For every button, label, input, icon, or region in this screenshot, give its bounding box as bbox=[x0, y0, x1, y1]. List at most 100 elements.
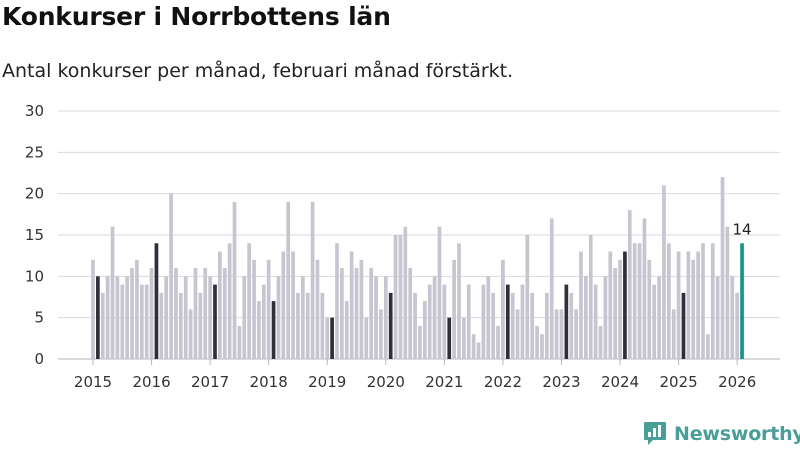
x-tick-label: 2021 bbox=[425, 373, 463, 391]
bar-2021-12 bbox=[496, 325, 500, 359]
bar-2025-08 bbox=[710, 243, 715, 359]
bar-2022-05 bbox=[520, 284, 525, 359]
bar-2016-10 bbox=[193, 268, 198, 359]
bar-2025-07 bbox=[706, 334, 710, 359]
latest-value-label: 14 bbox=[732, 220, 751, 238]
bar-2016-04 bbox=[164, 276, 169, 359]
bar-2025-11 bbox=[725, 226, 730, 359]
bar-2023-07 bbox=[588, 235, 593, 359]
x-tick-label: 2017 bbox=[191, 373, 229, 391]
bar-2024-01 bbox=[618, 259, 622, 359]
bar-2017-01 bbox=[208, 276, 212, 359]
chart-subtitle: Antal konkurser per månad, februari måna… bbox=[2, 60, 514, 82]
bar-2018-06 bbox=[291, 251, 295, 359]
bar-2025-01 bbox=[676, 251, 681, 359]
bar-2015-05 bbox=[110, 226, 115, 359]
bar-2023-04 bbox=[574, 309, 578, 359]
bar-2022-02 bbox=[505, 284, 510, 359]
bar-2017-07 bbox=[237, 325, 242, 359]
bar-2021-01 bbox=[442, 284, 447, 359]
bar-2020-01 bbox=[383, 276, 388, 359]
bar-2020-11 bbox=[432, 276, 437, 359]
x-tick-label: 2015 bbox=[74, 373, 112, 391]
bar-2021-09 bbox=[481, 284, 486, 359]
bar-2018-10 bbox=[310, 201, 315, 359]
bar-2020-08 bbox=[418, 325, 422, 359]
bar-2016-06 bbox=[174, 268, 178, 359]
bar-2020-12 bbox=[437, 226, 442, 359]
y-tick-label: 25 bbox=[25, 143, 44, 161]
bar-2024-09 bbox=[657, 276, 661, 359]
bar-2024-02 bbox=[623, 251, 627, 359]
bar-2025-02 bbox=[681, 292, 686, 359]
bar-2017-06 bbox=[232, 201, 237, 359]
bar-2023-08 bbox=[593, 284, 598, 359]
bar-2015-06 bbox=[115, 276, 120, 359]
bar-2025-12 bbox=[730, 276, 735, 359]
bar-2024-07 bbox=[647, 259, 652, 359]
bar-2019-01 bbox=[325, 317, 330, 359]
bar-2016-12 bbox=[203, 268, 208, 359]
bar-2020-05 bbox=[403, 226, 408, 359]
bar-2023-09 bbox=[598, 325, 603, 359]
bar-2025-09 bbox=[715, 276, 720, 359]
bar-2017-05 bbox=[227, 243, 232, 359]
bar-2024-12 bbox=[671, 309, 676, 359]
bar-2025-03 bbox=[686, 251, 691, 359]
bar-2023-12 bbox=[613, 268, 618, 359]
bar-2016-07 bbox=[178, 292, 183, 359]
bar-2020-09 bbox=[422, 301, 427, 359]
bar-2016-11 bbox=[198, 292, 203, 359]
bar-2023-06 bbox=[584, 276, 588, 359]
bar-2022-11 bbox=[549, 218, 554, 359]
y-tick-label: 20 bbox=[25, 185, 44, 203]
bar-2022-07 bbox=[530, 292, 535, 359]
bar-2019-04 bbox=[340, 268, 344, 359]
bar-2022-09 bbox=[540, 334, 544, 359]
bar-2016-08 bbox=[183, 276, 188, 359]
bar-2025-05 bbox=[696, 251, 700, 359]
bar-2018-07 bbox=[296, 292, 300, 359]
bar-2020-07 bbox=[413, 292, 417, 359]
bar-2024-06 bbox=[642, 218, 647, 359]
bar-2018-12 bbox=[320, 292, 325, 359]
bar-2018-11 bbox=[315, 259, 320, 359]
bar-2019-11 bbox=[374, 276, 378, 359]
bar-2026-02 bbox=[740, 243, 744, 359]
bar-2017-03 bbox=[218, 251, 222, 359]
y-tick-label: 10 bbox=[25, 267, 44, 285]
bar-2017-11 bbox=[257, 301, 261, 359]
bar-2018-02 bbox=[271, 301, 276, 359]
y-tick-label: 15 bbox=[25, 226, 44, 244]
bar-2019-05 bbox=[344, 301, 349, 359]
bar-2015-02 bbox=[96, 276, 100, 359]
bar-2019-03 bbox=[335, 243, 339, 359]
bar-2015-04 bbox=[105, 276, 110, 359]
bar-2015-01 bbox=[91, 259, 95, 359]
bar-2023-01 bbox=[559, 309, 564, 359]
bar-2018-01 bbox=[266, 259, 271, 359]
bar-2021-10 bbox=[486, 276, 491, 359]
bar-2022-03 bbox=[510, 292, 515, 359]
bar-2024-05 bbox=[637, 243, 642, 359]
bar-2019-02 bbox=[330, 317, 334, 359]
bar-2018-04 bbox=[281, 251, 286, 359]
x-tick-label: 2023 bbox=[542, 373, 580, 391]
bar-2021-11 bbox=[491, 292, 496, 359]
bar-2025-06 bbox=[701, 243, 705, 359]
bar-2019-12 bbox=[379, 309, 383, 359]
bar-2019-07 bbox=[354, 268, 359, 359]
bar-2025-04 bbox=[691, 259, 696, 359]
bar-2019-08 bbox=[359, 259, 364, 359]
x-tick-label: 2026 bbox=[718, 373, 756, 391]
bar-2021-04 bbox=[457, 243, 461, 359]
bar-2019-06 bbox=[349, 251, 354, 359]
bar-2015-07 bbox=[120, 284, 125, 359]
bar-2016-09 bbox=[188, 309, 193, 359]
bar-2015-03 bbox=[100, 292, 105, 359]
bar-2018-09 bbox=[305, 292, 310, 359]
bar-2015-09 bbox=[130, 268, 134, 359]
bar-2024-11 bbox=[666, 243, 671, 359]
bar-2025-10 bbox=[720, 177, 725, 359]
bar-2024-08 bbox=[652, 284, 657, 359]
